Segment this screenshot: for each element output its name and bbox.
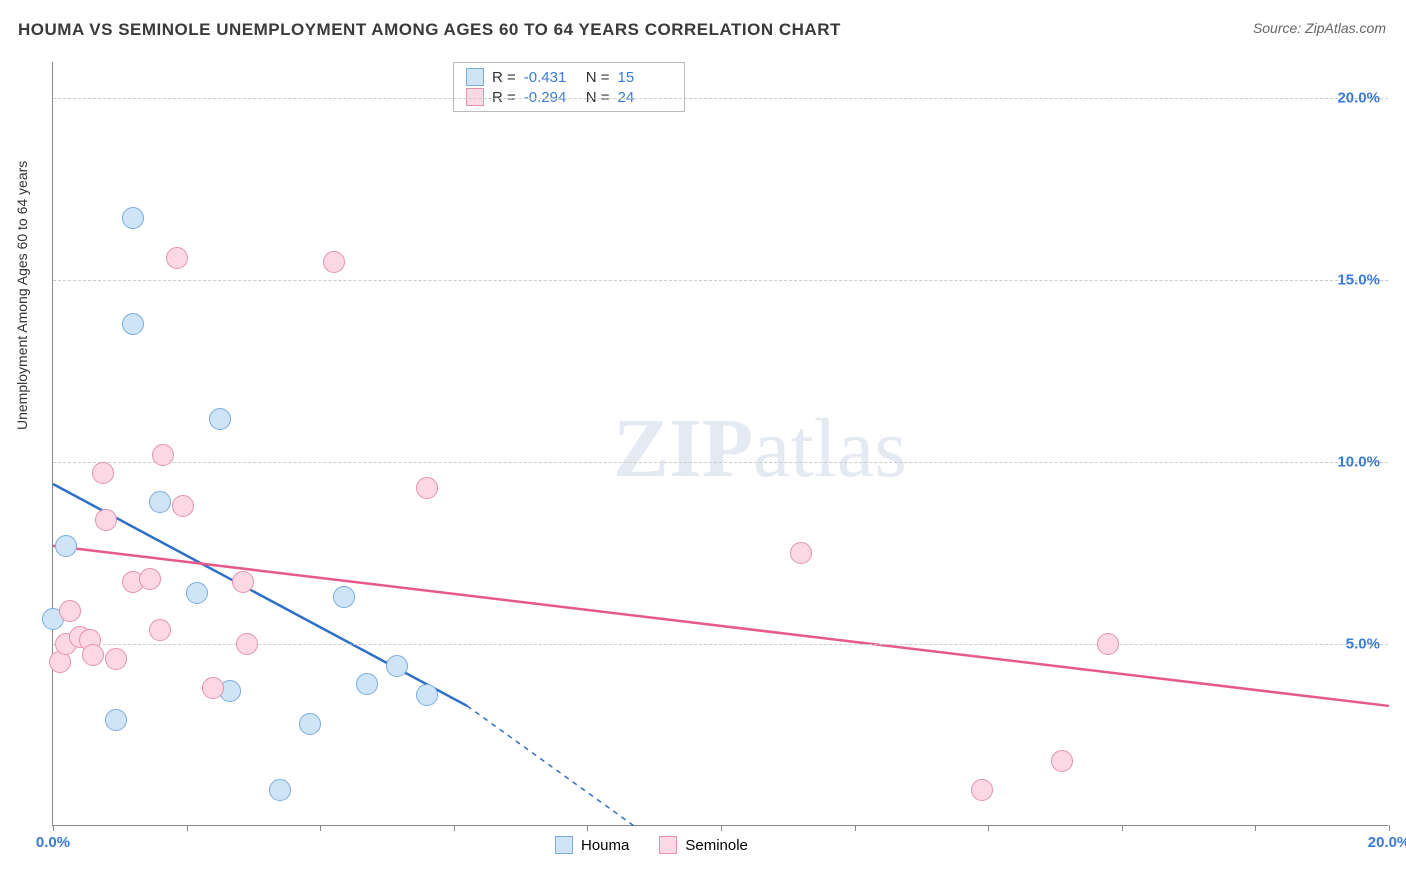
x-tick <box>187 825 188 831</box>
y-tick-label: 10.0% <box>1337 454 1380 471</box>
x-tick <box>53 825 54 831</box>
scatter-point <box>105 648 127 670</box>
chart-title: HOUMA VS SEMINOLE UNEMPLOYMENT AMONG AGE… <box>18 20 841 40</box>
scatter-point <box>82 644 104 666</box>
legend-item: Houma <box>555 836 629 854</box>
gridline <box>53 280 1388 281</box>
scatter-point <box>232 571 254 593</box>
scatter-point <box>202 677 224 699</box>
x-tick-label: 20.0% <box>1368 834 1406 851</box>
scatter-point <box>172 495 194 517</box>
scatter-point <box>139 568 161 590</box>
legend-label: Seminole <box>685 837 748 854</box>
x-tick <box>988 825 989 831</box>
stat-legend-row: R = -0.431 N = 15 <box>466 67 672 87</box>
x-tick <box>1122 825 1123 831</box>
x-tick <box>454 825 455 831</box>
scatter-point <box>416 684 438 706</box>
scatter-point <box>92 462 114 484</box>
stat-n-label: N = <box>586 89 610 106</box>
scatter-point <box>236 633 258 655</box>
scatter-point <box>209 408 231 430</box>
stat-r-label: R = <box>492 69 516 86</box>
scatter-point <box>333 586 355 608</box>
scatter-point <box>386 655 408 677</box>
scatter-point <box>105 709 127 731</box>
scatter-point <box>95 509 117 531</box>
scatter-point <box>1097 633 1119 655</box>
header: HOUMA VS SEMINOLE UNEMPLOYMENT AMONG AGE… <box>0 0 1406 48</box>
x-tick-label: 0.0% <box>36 834 70 851</box>
scatter-point <box>416 477 438 499</box>
x-tick <box>1255 825 1256 831</box>
plot-area: ZIPatlas R = -0.431N = 15R = -0.294N = 2… <box>52 62 1388 826</box>
scatter-point <box>122 207 144 229</box>
stat-n-label: N = <box>586 69 610 86</box>
scatter-point <box>55 535 77 557</box>
gridline <box>53 98 1388 99</box>
scatter-point <box>790 542 812 564</box>
legend-swatch <box>466 88 484 106</box>
scatter-point <box>1051 750 1073 772</box>
bottom-legend: Houma Seminole <box>555 836 748 854</box>
scatter-point <box>323 251 345 273</box>
stat-r-value: -0.431 <box>524 69 578 86</box>
stat-r-value: -0.294 <box>524 89 578 106</box>
source-label: Source: ZipAtlas.com <box>1253 20 1386 36</box>
scatter-point <box>971 779 993 801</box>
legend-item: Seminole <box>659 836 748 854</box>
scatter-point <box>269 779 291 801</box>
legend-swatch <box>466 68 484 86</box>
x-tick <box>1389 825 1390 831</box>
stat-legend-row: R = -0.294 N = 24 <box>466 87 672 107</box>
x-tick <box>320 825 321 831</box>
legend-swatch <box>555 836 573 854</box>
scatter-point <box>186 582 208 604</box>
stat-n-value: 15 <box>618 69 672 86</box>
legend-swatch <box>659 836 677 854</box>
regression-line <box>53 546 1389 706</box>
scatter-point <box>356 673 378 695</box>
y-tick-label: 5.0% <box>1346 636 1380 653</box>
y-tick-label: 15.0% <box>1337 272 1380 289</box>
stat-r-label: R = <box>492 89 516 106</box>
scatter-point <box>149 491 171 513</box>
x-tick <box>855 825 856 831</box>
stat-legend: R = -0.431 N = 15 R = -0.294 N = 24 <box>453 62 685 112</box>
stat-n-value: 24 <box>618 89 672 106</box>
regression-line-dashed <box>467 706 634 826</box>
y-axis-title: Unemployment Among Ages 60 to 64 years <box>14 161 30 430</box>
regression-lines <box>53 62 1388 825</box>
x-tick <box>721 825 722 831</box>
scatter-point <box>299 713 321 735</box>
scatter-point <box>149 619 171 641</box>
x-tick <box>587 825 588 831</box>
scatter-point <box>122 313 144 335</box>
scatter-point <box>152 444 174 466</box>
legend-label: Houma <box>581 837 629 854</box>
scatter-point <box>59 600 81 622</box>
gridline <box>53 462 1388 463</box>
y-tick-label: 20.0% <box>1337 90 1380 107</box>
scatter-point <box>166 247 188 269</box>
